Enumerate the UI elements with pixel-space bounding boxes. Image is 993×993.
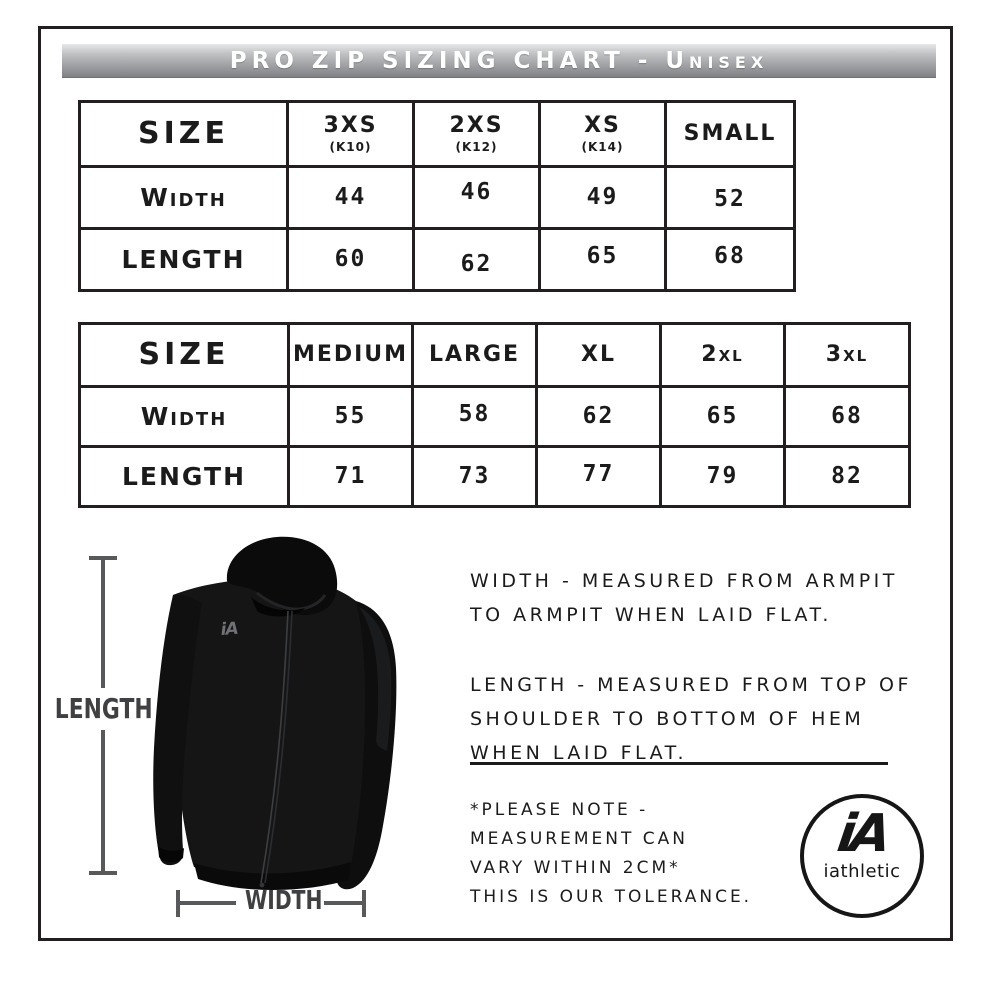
size-value-cell: 82	[786, 448, 908, 505]
page-title: PRO ZIP SIZING CHART - Unisex	[229, 47, 769, 74]
size-value-cell: 58	[414, 388, 535, 445]
brand-wordmark: iAthletic	[823, 861, 901, 882]
column-header-label: SIZE	[137, 116, 229, 151]
row-label-cell: LENGTH	[81, 230, 286, 289]
size-value-cell: 79	[662, 448, 783, 505]
size-value: 49	[586, 184, 619, 210]
size-value-cell: 55	[290, 388, 411, 445]
width-definition: WIDTH - MEASURED FROM ARMPIT TO ARMPIT W…	[470, 570, 898, 626]
row-label-cell: Width	[81, 168, 286, 227]
size-value: 62	[582, 403, 615, 429]
column-header-cell: MEDIUM	[290, 325, 411, 385]
length-line-bottom-cap	[89, 871, 117, 875]
column-header-label: 2xl	[701, 342, 744, 367]
column-header-label: MEDIUM	[292, 342, 409, 367]
hoodie-graphic: iA	[153, 536, 397, 890]
measurement-definitions: WIDTH - MEASURED FROM ARMPIT TO ARMPIT W…	[470, 564, 920, 806]
size-value: 65	[706, 403, 739, 429]
size-header-cell: SIZE	[81, 325, 287, 385]
size-value-cell: 44	[289, 168, 412, 227]
divider-line	[470, 762, 888, 765]
size-value: 52	[714, 186, 746, 212]
column-header-cell: LARGE	[414, 325, 535, 385]
width-line-left	[178, 901, 236, 905]
column-header-sub: (K14)	[581, 140, 624, 154]
sizing-table-xl-range: SIZE MEDIUM LARGE XL 2xl 3xl Width 55 58 62 65 68 LE…	[78, 322, 911, 508]
size-value: 65	[586, 243, 619, 269]
page-border	[38, 26, 953, 941]
size-value: 44	[334, 184, 367, 210]
sizing-table-xs-range: SIZE 3XS (K10) 2XS (K12) XS (K14) SMALL Width 44 4…	[78, 100, 796, 292]
row-label-cell: LENGTH	[81, 448, 287, 505]
size-value-cell: 52	[667, 168, 793, 227]
size-value-cell: 65	[541, 230, 664, 289]
hoodie-chest-logo: iA	[220, 619, 238, 640]
column-header-label: XL	[581, 342, 616, 367]
size-value: 46	[460, 179, 493, 205]
length-line-upper	[101, 556, 105, 688]
size-value-cell: 71	[290, 448, 411, 505]
column-header-cell: 2XS (K12)	[415, 103, 538, 165]
row-label-cell: Width	[81, 388, 287, 445]
size-value: 71	[334, 463, 367, 489]
column-header-sub: (K10)	[329, 140, 372, 154]
brand-mark: iA	[833, 804, 891, 864]
length-definition: LENGTH - MEASURED FROM TOP OF SHOULDER T…	[470, 674, 912, 764]
title-bar: PRO ZIP SIZING CHART - Unisex	[62, 44, 936, 78]
size-value-cell: 73	[414, 448, 535, 505]
row-label: LENGTH	[121, 245, 246, 274]
hoodie-image: iA	[153, 536, 397, 890]
column-header-label: SMALL	[683, 121, 777, 146]
column-header-cell: XS (K14)	[541, 103, 664, 165]
row-label: Width	[140, 183, 227, 212]
column-header-cell: 2xl	[662, 325, 783, 385]
column-header-cell: XL	[538, 325, 659, 385]
column-header-label: 3XS	[323, 113, 378, 138]
size-value: 62	[460, 251, 493, 277]
column-header-cell: 3xl	[786, 325, 908, 385]
brand-logo: iA iAthletic	[800, 794, 924, 918]
size-value: 82	[831, 463, 863, 489]
size-value-cell: 77	[538, 448, 659, 505]
column-header-label: 3xl	[825, 342, 869, 367]
length-measure-label: LENGTH	[55, 692, 153, 725]
size-value-cell: 65	[662, 388, 783, 445]
size-value: 68	[714, 243, 746, 269]
row-label: LENGTH	[122, 462, 246, 491]
size-value-cell: 49	[541, 168, 664, 227]
column-header-label: XS	[584, 113, 621, 138]
size-value-cell: 62	[538, 388, 659, 445]
size-value: 58	[458, 401, 491, 427]
size-value: 77	[582, 461, 615, 487]
size-value: 73	[458, 463, 491, 489]
size-value: 60	[334, 246, 367, 272]
size-value: 79	[706, 463, 739, 489]
column-header-label: LARGE	[428, 342, 521, 367]
size-value: 55	[334, 403, 367, 429]
row-label: Width	[140, 402, 228, 431]
size-value-cell: 60	[289, 230, 412, 289]
column-header-cell: 3XS (K10)	[289, 103, 412, 165]
size-value-cell: 62	[415, 230, 538, 289]
column-header-cell: SMALL	[667, 103, 793, 165]
size-value: 68	[831, 403, 863, 429]
size-value-cell: 68	[786, 388, 908, 445]
column-header-sub: (K12)	[455, 140, 498, 154]
size-header-cell: SIZE	[81, 103, 286, 165]
width-line-right	[324, 901, 364, 905]
tolerance-note: *PLEASE NOTE - MEASUREMENT CAN VARY WITH…	[470, 800, 753, 907]
width-line-right-cap	[362, 890, 366, 917]
column-header-label: 2XS	[449, 113, 504, 138]
width-measure-label: WIDTH	[244, 886, 323, 916]
column-header-label: SIZE	[138, 337, 230, 372]
size-value-cell: 46	[415, 168, 538, 227]
length-line-lower	[101, 730, 105, 873]
size-value-cell: 68	[667, 230, 793, 289]
